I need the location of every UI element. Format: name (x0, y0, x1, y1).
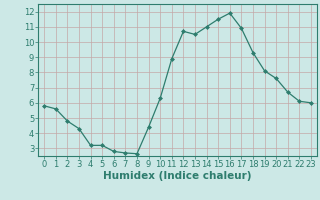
X-axis label: Humidex (Indice chaleur): Humidex (Indice chaleur) (103, 171, 252, 181)
